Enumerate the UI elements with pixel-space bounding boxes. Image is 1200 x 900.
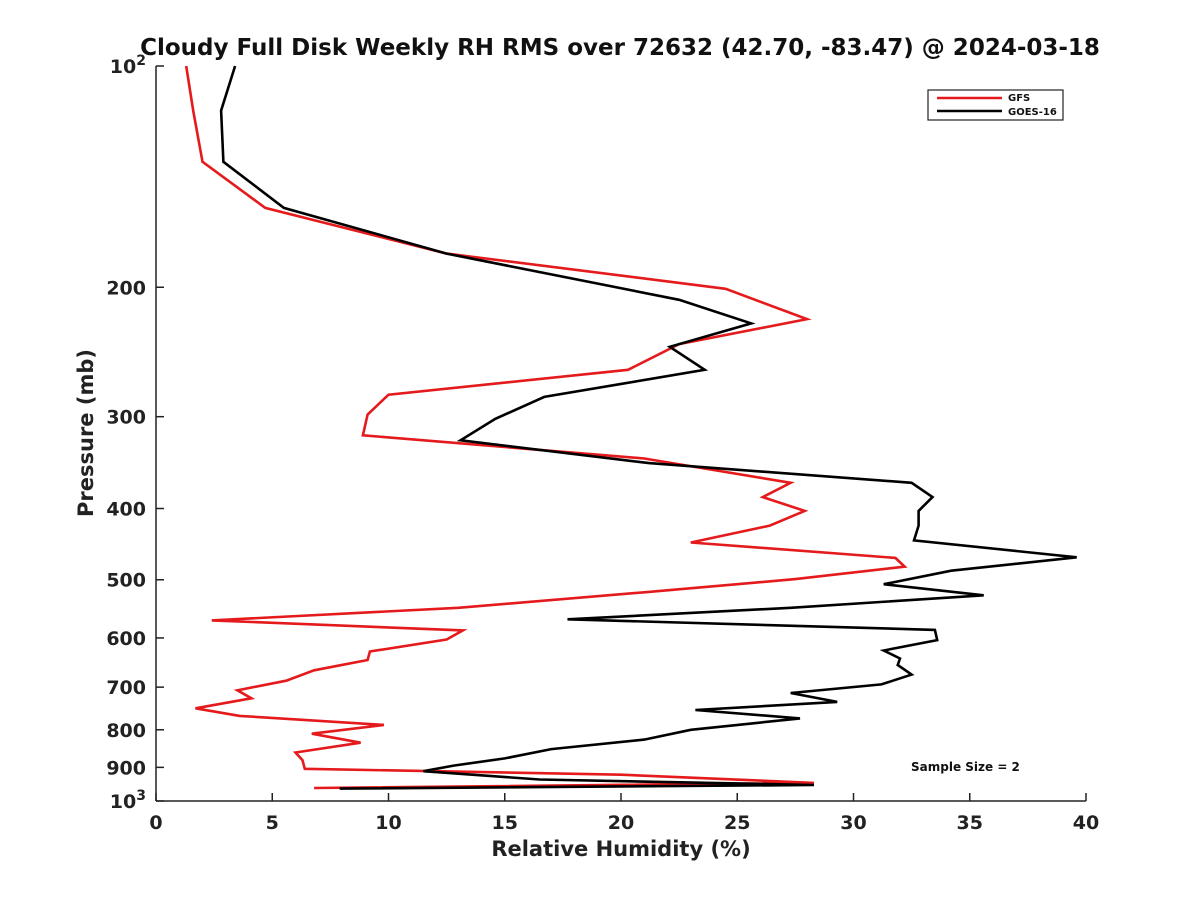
chart-title: Cloudy Full Disk Weekly RH RMS over 7263…	[140, 35, 1100, 61]
x-tick-label: 35	[957, 812, 983, 834]
legend-label-goes16: GOES-16	[1008, 107, 1057, 118]
y-tick-exponent: 2	[136, 53, 146, 69]
x-tick-label: 20	[608, 812, 634, 834]
legend-label-gfs: GFS	[1008, 93, 1030, 104]
legend-box	[927, 89, 1064, 121]
series-layer	[184, 65, 1077, 790]
series-line-gfs	[184, 65, 908, 790]
series-line-goes16	[219, 65, 1077, 790]
y-tick-label: 102	[110, 53, 146, 78]
x-tick-label: 30	[840, 812, 866, 834]
x-tick-label: 40	[1073, 812, 1099, 834]
y-tick-label: 900	[106, 757, 146, 779]
y-axis-ticks: 102 200 300 400 500 600 700 800 900 103	[106, 53, 164, 813]
y-tick-label: 700	[106, 677, 146, 699]
y-tick-label: 800	[106, 720, 146, 742]
y-tick-label: 600	[106, 628, 146, 650]
y-axis-label: Pressure (mb)	[74, 349, 98, 517]
y-tick-label: 500	[106, 570, 146, 592]
y-tick-label: 103	[110, 788, 146, 813]
legend: GFS GOES-16	[927, 89, 1064, 121]
plot-area: 102 200 300 400 500 600 700 800 900 103 0 5 10 15 20 2…	[106, 53, 1099, 834]
y-tick-label: 400	[106, 499, 146, 521]
sample-size-annotation: Sample Size = 2	[911, 760, 1020, 774]
y-tick-label: 200	[106, 277, 146, 299]
y-tick-label: 300	[106, 407, 146, 429]
x-tick-label: 25	[724, 812, 750, 834]
x-tick-label: 0	[149, 812, 162, 834]
x-tick-label: 15	[492, 812, 518, 834]
x-tick-label: 10	[375, 812, 401, 834]
x-tick-label: 5	[266, 812, 279, 834]
x-axis-ticks: 0 5 10 15 20 25 30 35 40	[149, 793, 1099, 834]
x-axis-label: Relative Humidity (%)	[491, 837, 750, 861]
y-tick-exponent: 3	[136, 788, 146, 804]
